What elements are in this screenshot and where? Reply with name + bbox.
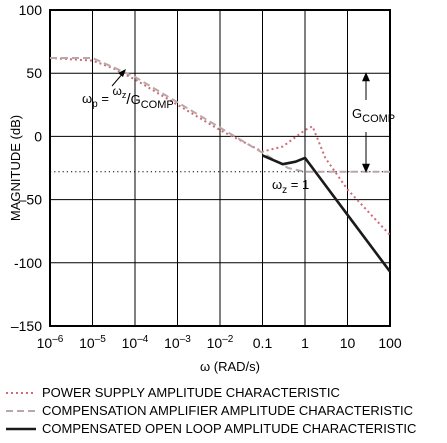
annotations: ωp = ωz/GCOMP ωz = 1 GCOMP: [82, 69, 395, 196]
plot-border: [49, 9, 391, 327]
legend-label-3: COMPENSATED OPEN LOOP AMPLITUDE CHARACTE…: [42, 421, 416, 436]
x-tick-label: 10–2: [207, 334, 234, 351]
pole-arrow-head: [118, 69, 126, 77]
gcomp-label: GCOMP: [352, 106, 395, 125]
pole-label: ωp = ωz/GCOMP: [82, 84, 174, 111]
legend-label-2: COMPENSATION AMPLIFIER AMPLITUDE CHARACT…: [42, 403, 413, 418]
plot-frame: [49, 9, 391, 327]
zero-label: ωz = 1: [272, 177, 309, 196]
legend-label-1: POWER SUPPLY AMPLITUDE CHARACTERISTIC: [42, 385, 340, 400]
x-tick-labels: 10–6 10–5 10–4 10–3 10–2 0.1 1 10 100: [37, 334, 402, 351]
x-tick-label: 1: [301, 335, 309, 351]
y-tick-label: 50: [26, 65, 42, 81]
series-line-2: [50, 57, 390, 173]
gcomp-arrow-head-down: [362, 163, 370, 173]
x-tick-label: 10–5: [79, 334, 106, 351]
x-axis-label: ω (RAD/s): [200, 359, 260, 374]
x-tick-label: 10: [340, 335, 356, 351]
y-tick-label: -100: [14, 255, 42, 271]
x-tick-label: 100: [378, 335, 402, 351]
grid: [50, 10, 390, 326]
y-tick-label: –50: [19, 192, 43, 208]
legend: POWER SUPPLY AMPLITUDE CHARACTERISTIC COM…: [6, 385, 416, 436]
y-axis-label: MAGNITUDE (dB): [8, 115, 23, 221]
series-line-1: [49, 57, 391, 236]
y-tick-labels: 100 50 0 –50 -100 –150: [11, 2, 42, 334]
y-tick-label: 0: [34, 128, 42, 144]
y-tick-label: 100: [19, 2, 43, 18]
gcomp-arrow-head-up: [362, 72, 370, 82]
y-tick-label: –150: [11, 318, 42, 334]
series-lines: [49, 57, 392, 273]
x-tick-label: 10–6: [37, 334, 64, 351]
x-tick-label: 0.1: [253, 335, 273, 351]
x-tick-label: 10–4: [122, 334, 149, 351]
x-tick-label: 10–3: [164, 334, 191, 351]
series-line-3: [261, 154, 392, 273]
